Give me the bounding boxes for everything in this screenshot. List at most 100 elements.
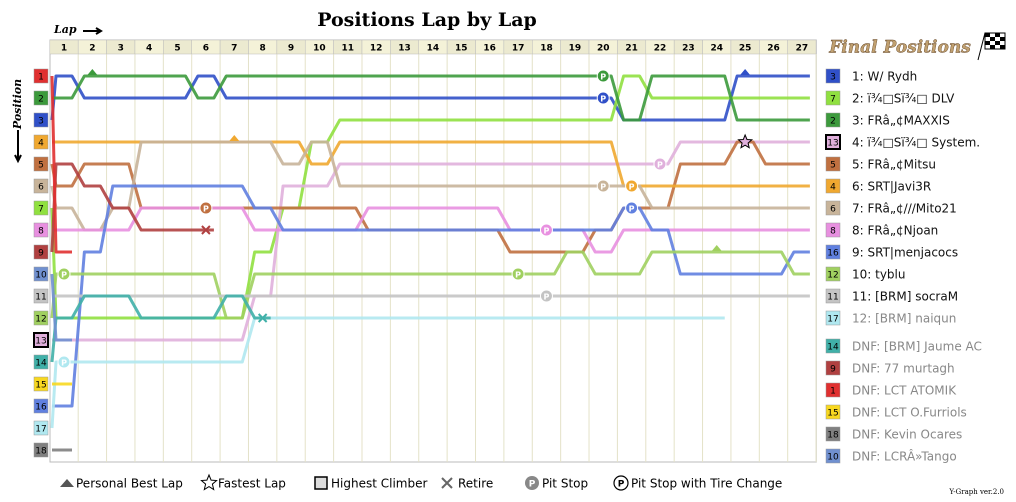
legend-entry: DNF: Kevin Ocares [852,428,962,442]
legend-badge-number: 2 [830,117,836,127]
y-tick-label: 10 [35,271,47,281]
y-tick-label: 11 [35,293,46,303]
legend-entry: 4: ï¾□Sï¾□ System. [852,136,980,150]
y-arrow [14,130,22,164]
grid-badge [33,376,49,392]
pit-symbol: P [629,205,635,214]
legend-entry: DNF: [BRM] Jaume AC [852,340,982,354]
x-tick-label: 18 [540,44,553,54]
pit-stop [57,355,71,369]
legend-badge [825,68,841,84]
y-tick-label: 1 [38,73,44,83]
x-tick-label: 26 [767,44,780,54]
legend-badge-number: 6 [830,205,836,215]
legend-badge [825,112,841,128]
position-line [52,184,810,408]
y-tick-label: 5 [38,161,44,171]
pit-symbol: P [515,271,521,280]
grid-badge [33,266,49,282]
retire [201,225,211,235]
x-tick-label: 15 [455,44,468,54]
grid-badge [33,354,49,370]
legend-icon [441,477,453,489]
retire [257,313,268,323]
lap-header [787,39,817,55]
legend-entry: 7: FRâ„¢///Mito21 [852,202,957,216]
legend-label: Personal Best Lap [76,477,183,491]
x-tick-label: 2 [89,44,95,54]
legend-entry: 12: [BRM] naiqun [852,312,956,326]
x-tick-label: 5 [174,44,180,54]
legend-badge-number: 15 [827,409,838,419]
y-tick-label: 18 [35,447,47,457]
legend-label: Pit Stop [542,477,588,491]
legend-entry: DNF: 77 murtagh [852,362,955,376]
x-tick-label: 27 [796,44,809,54]
legend-badge [825,382,841,398]
grid-badge [33,90,49,106]
pit-stop [539,223,553,237]
personal-best [711,245,722,251]
grid-badge [33,288,49,304]
legend-badge-number: 7 [830,95,836,105]
y-tick-label: 17 [35,425,46,435]
legend-badge-number: 4 [830,183,836,193]
legend-label: Highest Climber [331,477,427,491]
x-tick-label: 7 [231,44,237,54]
y-tick-label: 2 [38,95,44,105]
x-tick-label: 12 [370,44,383,54]
x-tick-label: 3 [118,44,124,54]
y-axis-label: Position [11,79,24,130]
grid-badge [33,398,49,414]
legend-badge [825,244,841,260]
x-tick-label: 17 [512,44,525,54]
personal-best [229,135,240,141]
legend-badge-number: 18 [827,431,839,441]
legend-badge-number: 9 [830,365,836,375]
pit-stop [653,157,667,171]
grid-badge [33,178,49,194]
pit-symbol: P [629,183,635,192]
pit-symbol: P [61,359,67,368]
legend-pit-symbol: P [618,480,625,490]
x-tick-label: 6 [203,44,209,54]
y-tick-label: 15 [35,381,46,391]
legend-entry: DNF: LCRÂ»Tango [852,449,957,464]
legend-entry: 10: tyblu [852,268,906,282]
grid-badge [33,222,49,238]
legend-badge [825,266,841,282]
grid-badge [33,200,49,216]
legend-badge-number: 5 [830,161,836,171]
pit-symbol: P [600,95,606,104]
pit-symbol: P [544,293,550,302]
pit-symbol: P [544,227,550,236]
x-tick-label: 8 [260,44,266,54]
x-tick-label: 10 [313,44,326,54]
x-tick-label: 22 [654,44,667,54]
position-line [52,206,810,254]
legend-icon [314,476,328,490]
legend-badge [825,360,841,376]
personal-best [740,69,751,75]
legend-badge-number: 12 [827,271,838,281]
legend-badge-number: 10 [827,453,839,463]
legend-entry: 9: SRT|menjacocs [852,246,958,260]
legend-badge [825,178,841,194]
position-line [52,140,810,342]
legend-badge-number: 3 [830,73,836,83]
legend-badge [825,288,841,304]
position-line [50,273,72,342]
legend-title: Final Positions [828,38,971,58]
grid-badge [33,420,49,436]
fastest-lap [737,133,754,149]
y-tick-label: 8 [38,227,44,237]
legend-badge [825,222,841,238]
legend-badge-number: 17 [827,315,838,325]
x-axis-label: Lap [53,23,77,36]
legend-badge [825,338,841,354]
y-tick-label: 7 [38,205,44,215]
legend-icon [200,473,218,491]
y-tick-label: 13 [35,337,46,347]
legend-entry: 6: SRT|Javi3R [852,180,931,194]
position-line [50,294,271,363]
